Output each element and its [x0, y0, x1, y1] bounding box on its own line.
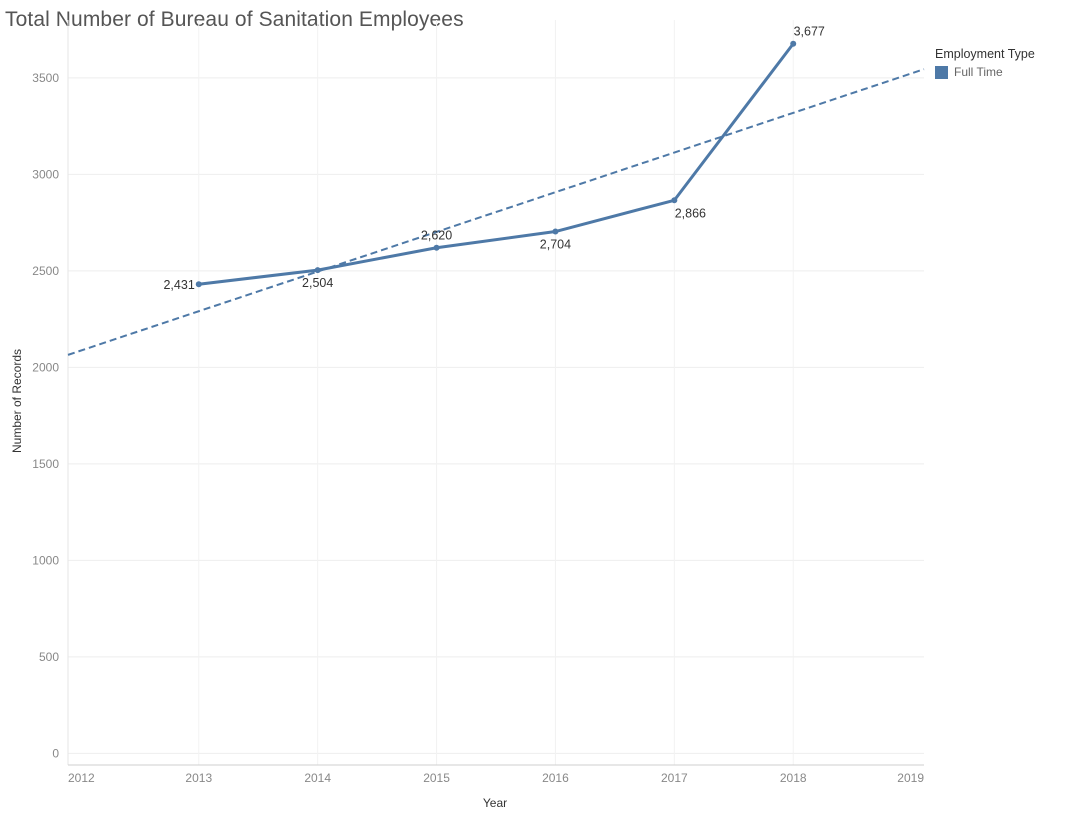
legend-swatch: [935, 65, 948, 79]
legend-item-label: Full Time: [954, 65, 1003, 79]
legend[interactable]: Employment Type Full Time: [935, 47, 1035, 79]
data-point-2017[interactable]: [671, 197, 678, 204]
data-point-2014[interactable]: [314, 267, 321, 274]
x-tick-label: 2016: [542, 771, 569, 785]
y-tick-label: 2500: [32, 264, 59, 278]
series-layer: [195, 40, 797, 288]
series-line-full-time: [197, 42, 795, 286]
y-tick-label: 1000: [32, 553, 59, 567]
x-tick-label: 2019: [897, 771, 924, 785]
data-label-2014: 2,504: [302, 276, 333, 290]
data-labels: 2,431 2,504 2,620 2,704 2,866 3,677: [163, 25, 824, 292]
data-label-2015: 2,620: [421, 229, 452, 243]
data-label-2018: 3,677: [794, 25, 825, 39]
y-axis-title: Number of Records: [10, 349, 24, 453]
y-tick-label: 1500: [32, 457, 59, 471]
legend-item-full-time[interactable]: Full Time: [935, 65, 1035, 79]
data-label-2016: 2,704: [540, 238, 571, 252]
y-tick-label: 0: [52, 746, 59, 760]
data-point-2018[interactable]: [790, 40, 797, 47]
y-tick-label: 3500: [32, 71, 59, 85]
x-tick-label: 2017: [661, 771, 688, 785]
x-tick-label: 2012: [68, 771, 95, 785]
legend-title: Employment Type: [935, 47, 1035, 61]
x-tick-label: 2014: [304, 771, 331, 785]
chart-title: Total Number of Bureau of Sanitation Emp…: [5, 8, 464, 31]
x-tick-label: 2015: [423, 771, 450, 785]
x-tick-label: 2013: [185, 771, 212, 785]
axes: 0 500 1000 1500 2000 2500 3000 3500 2012 2013 2014…: [32, 20, 924, 785]
x-tick-label: 2018: [780, 771, 807, 785]
data-point-2016[interactable]: [552, 228, 559, 235]
x-axis-title: Year: [483, 796, 507, 810]
gridlines: [68, 20, 924, 765]
y-tick-label: 3000: [32, 167, 59, 181]
data-label-2013: 2,431: [163, 278, 194, 292]
data-point-2013[interactable]: [195, 281, 202, 288]
data-point-2015[interactable]: [433, 244, 440, 251]
y-tick-label: 2000: [32, 360, 59, 374]
y-tick-label: 500: [39, 650, 59, 664]
trend-line: [67, 68, 925, 356]
trend-line-layer: [67, 68, 925, 356]
data-label-2017: 2,866: [675, 206, 706, 220]
